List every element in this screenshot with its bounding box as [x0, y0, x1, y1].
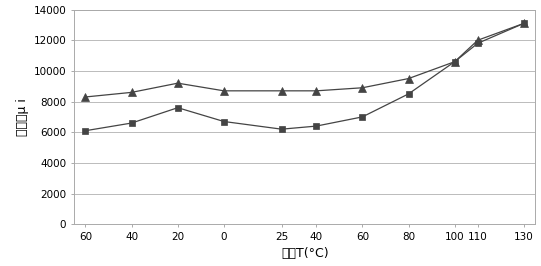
Y-axis label: 磁导率μ i: 磁导率μ i	[16, 98, 29, 136]
X-axis label: 温度T(°C): 温度T(°C)	[281, 247, 328, 260]
